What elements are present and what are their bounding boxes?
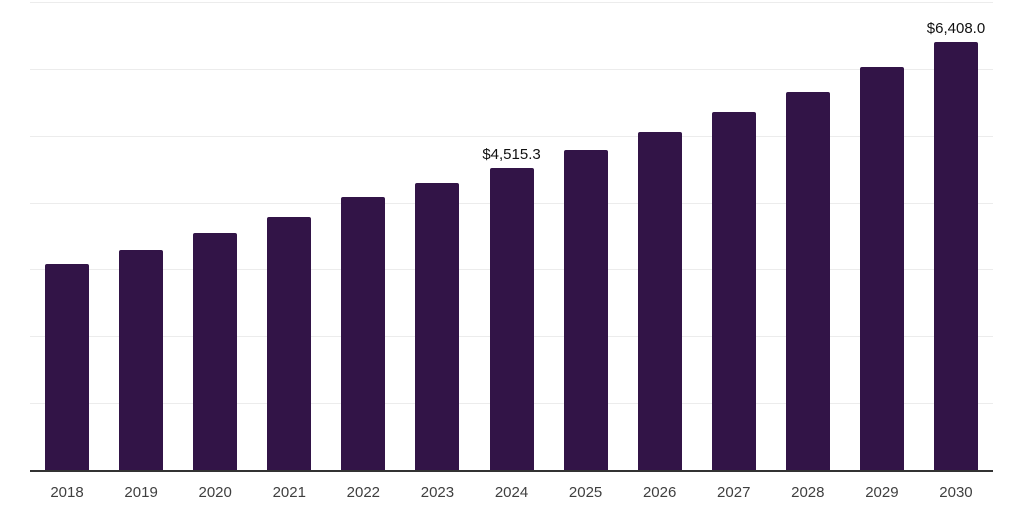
bar-slot-2020 (178, 2, 252, 470)
x-tick-label-2022: 2022 (346, 484, 381, 501)
x-axis-labels: 2018 2019 2020 2021 2022 2023 2024 2025 2026 2027… (30, 482, 993, 504)
x-tick-label-2023: 2023 (420, 484, 455, 501)
x-tick-label-2030: 2030 (939, 484, 973, 501)
bar-slot-2027 (697, 2, 771, 470)
x-tick-label-2028: 2028 (791, 484, 825, 501)
x-tick-label-2024: 2024 (494, 484, 529, 501)
bar-slot-2018 (30, 2, 104, 470)
bar-slot-2022 (326, 2, 400, 470)
bar-slot-2019 (104, 2, 178, 470)
x-tick-label-2020: 2020 (198, 484, 232, 501)
x-tick-label-2026: 2026 (642, 484, 677, 501)
x-tick-label-2018: 2018 (50, 484, 84, 501)
bar-value-label-2030: $6,408.0 (926, 19, 986, 37)
gridline-6000 (30, 68, 993, 70)
bar-2026 (637, 132, 682, 470)
bar-2027 (711, 111, 756, 470)
bar-2019 (119, 250, 164, 470)
bar-2030 (933, 41, 978, 470)
x-tick-label-2029: 2029 (865, 484, 899, 501)
bar-slot-2030: $6,408.0 (919, 2, 993, 470)
x-tick-label-2021: 2021 (272, 484, 306, 501)
x-tick-label-2027: 2027 (717, 484, 751, 501)
bar-2020 (193, 233, 238, 470)
bar-slot-2025 (549, 2, 623, 470)
bar-2023 (415, 182, 460, 470)
bars: $4,515.3 $6,408.0 (30, 2, 993, 470)
gridline-5000 (30, 135, 993, 137)
gridline-7000 (30, 2, 993, 3)
x-tick-label-2019: 2019 (124, 484, 158, 501)
bar-slot-2021 (252, 2, 326, 470)
bar-slot-2028 (771, 2, 845, 470)
bar-value-label-2024: $4,515.3 (482, 146, 541, 164)
bar-2024 (489, 168, 534, 470)
bar-2029 (859, 66, 904, 470)
x-axis-line (30, 470, 993, 472)
bar-2025 (563, 149, 608, 470)
bar-slot-2023 (400, 2, 474, 470)
bar-slot-2024: $4,515.3 (474, 2, 548, 470)
bar-2028 (785, 91, 830, 470)
bar-slot-2029 (845, 2, 919, 470)
x-tick-label-2025: 2025 (568, 484, 603, 501)
bar-slot-2026 (623, 2, 697, 470)
plot-area: $4,515.3 $6,408.0 (30, 2, 993, 472)
bar-2021 (267, 216, 312, 470)
bar-2018 (45, 264, 90, 470)
bar-2022 (341, 196, 386, 470)
